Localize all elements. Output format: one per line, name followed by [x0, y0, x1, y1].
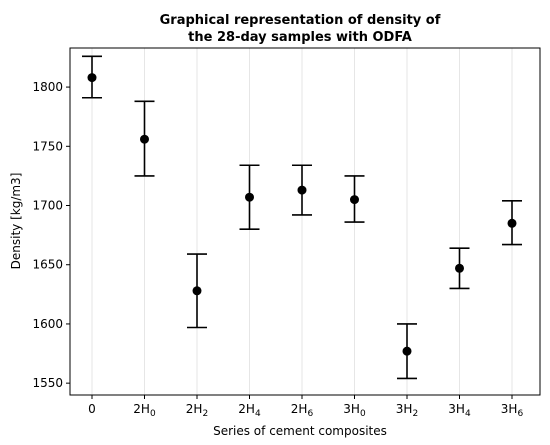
- grid-lines: [91, 48, 513, 395]
- y-tick-label: 1600: [32, 317, 63, 331]
- data-point: [192, 286, 202, 296]
- data-point: [297, 185, 307, 195]
- x-tick-label-subscript: 6: [517, 409, 523, 419]
- data-point: [140, 134, 149, 144]
- y-tick-label: 1750: [32, 139, 63, 153]
- data-point: [87, 73, 97, 83]
- x-tick-label-subscript: 6: [307, 409, 313, 419]
- x-tick-label-main: 3H: [396, 402, 413, 416]
- plot-frame: [69, 47, 541, 396]
- x-tick-label: 2H6: [291, 402, 314, 419]
- chart-title-line-2: the 28-day samples with ODFA: [188, 30, 412, 45]
- y-axis-label: Density [kg/m3]: [9, 173, 23, 270]
- y-tick-label: 1650: [32, 258, 63, 272]
- data-point: [245, 192, 254, 202]
- data-point: [455, 263, 464, 273]
- x-tick-label-main: 2H: [186, 402, 203, 416]
- x-tick-label-main: 3H: [501, 402, 518, 416]
- x-tick-label-main: 3H: [448, 402, 465, 416]
- x-tick-label-main: 3H: [343, 402, 360, 416]
- x-tick-label-subscript: 4: [465, 409, 471, 419]
- x-axis-label: Series of cement composites: [213, 424, 387, 438]
- x-tick-label: 3H2: [396, 402, 418, 419]
- x-tick-label: 2H4: [238, 402, 261, 419]
- x-tick-label-subscript: 0: [150, 409, 156, 419]
- x-tick-label: 0: [88, 402, 96, 416]
- x-tick-label-subscript: 4: [255, 409, 261, 419]
- chart-title-line-1: Graphical representation of density of: [160, 13, 441, 28]
- y-axis: 1550 1600 1650 1700 1750 1800: [32, 80, 70, 390]
- x-tick-label: 3H4: [448, 402, 471, 419]
- data-point: [402, 346, 412, 356]
- x-tick-label: 3H6: [501, 402, 524, 419]
- x-axis: 0 2H0 2H2 2H4 2H6 3H0 3H2 3H4 3H6: [88, 395, 523, 419]
- data-point: [350, 195, 359, 205]
- data-series: [82, 55, 522, 380]
- x-tick-label-subscript: 2: [202, 409, 208, 419]
- y-tick-label: 1550: [32, 376, 63, 390]
- x-tick-label-main: 2H: [291, 402, 308, 416]
- x-tick-label: 3H0: [343, 402, 366, 419]
- x-tick-label-main: 2H: [238, 402, 255, 416]
- x-tick-label-main: 0: [88, 402, 96, 416]
- x-tick-label: 2H2: [186, 402, 208, 419]
- x-tick-label-main: 2H: [133, 402, 150, 416]
- y-tick-label: 1700: [32, 199, 63, 213]
- y-tick-label: 1800: [32, 80, 63, 94]
- x-tick-label-subscript: 0: [360, 409, 366, 419]
- data-point: [507, 218, 517, 228]
- x-tick-label: 2H0: [133, 402, 156, 419]
- x-tick-label-subscript: 2: [412, 409, 418, 419]
